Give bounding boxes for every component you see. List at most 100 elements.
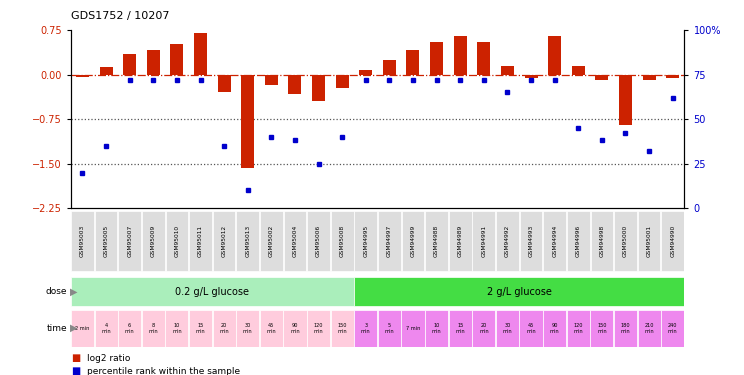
Bar [643,75,655,81]
Text: GSM94999: GSM94999 [411,225,415,257]
FancyBboxPatch shape [260,211,283,271]
Bar [76,75,89,77]
Text: 2 g/L glucose: 2 g/L glucose [487,286,551,297]
FancyBboxPatch shape [402,310,425,347]
Bar [312,75,325,101]
Text: GSM94993: GSM94993 [528,225,533,257]
Bar [454,36,466,75]
FancyBboxPatch shape [71,277,354,306]
FancyBboxPatch shape [283,211,307,271]
Text: 5
min: 5 min [385,323,394,333]
Text: GSM94992: GSM94992 [505,225,510,257]
Bar [100,67,112,75]
FancyBboxPatch shape [591,211,613,271]
Text: ▶: ▶ [70,286,77,297]
FancyBboxPatch shape [165,310,188,347]
FancyBboxPatch shape [237,211,259,271]
Bar [241,75,254,168]
Text: 10
min: 10 min [172,323,182,333]
Text: GSM94998: GSM94998 [600,225,604,257]
Text: 6
min: 6 min [125,323,135,333]
Text: GSM94990: GSM94990 [670,225,675,257]
Text: 20
min: 20 min [479,323,489,333]
Text: 45
min: 45 min [266,323,276,333]
FancyBboxPatch shape [142,211,164,271]
Text: GSM95011: GSM95011 [198,225,203,257]
FancyBboxPatch shape [496,211,519,271]
Bar [525,75,537,78]
Text: dose: dose [45,287,67,296]
Text: GSM95007: GSM95007 [127,225,132,257]
FancyBboxPatch shape [213,310,236,347]
FancyBboxPatch shape [94,310,118,347]
Text: 240
min: 240 min [668,323,678,333]
FancyBboxPatch shape [71,310,94,347]
Text: GSM95002: GSM95002 [269,225,274,257]
FancyBboxPatch shape [283,310,307,347]
Bar [218,75,231,92]
Text: GSM94995: GSM94995 [363,225,368,257]
FancyBboxPatch shape [614,310,637,347]
Text: time: time [46,324,67,333]
Bar [359,70,372,75]
Text: 150
min: 150 min [337,323,347,333]
FancyBboxPatch shape [236,310,260,347]
Text: GSM94988: GSM94988 [434,225,439,257]
Text: GSM95012: GSM95012 [222,225,227,257]
FancyBboxPatch shape [449,310,472,347]
FancyBboxPatch shape [638,211,661,271]
Text: 2 min: 2 min [75,326,90,331]
Text: 3
min: 3 min [361,323,371,333]
Text: GSM95003: GSM95003 [80,225,85,257]
Text: 120
min: 120 min [574,323,583,333]
FancyBboxPatch shape [378,211,401,271]
Text: 90
min: 90 min [290,323,300,333]
FancyBboxPatch shape [661,310,684,347]
Text: 210
min: 210 min [644,323,654,333]
Bar [336,75,349,88]
FancyBboxPatch shape [520,211,542,271]
FancyBboxPatch shape [189,211,212,271]
Text: 30
min: 30 min [503,323,512,333]
Text: 150
min: 150 min [597,323,606,333]
FancyBboxPatch shape [354,211,377,271]
Text: 180
min: 180 min [620,323,630,333]
Text: ■: ■ [71,353,80,363]
FancyBboxPatch shape [590,310,613,347]
Bar [478,42,490,75]
FancyBboxPatch shape [118,211,141,271]
Text: GSM95004: GSM95004 [292,225,298,257]
Bar [501,66,514,75]
FancyBboxPatch shape [354,277,684,306]
Bar [430,42,443,75]
Text: GSM94994: GSM94994 [552,225,557,257]
FancyBboxPatch shape [142,310,165,347]
FancyBboxPatch shape [425,310,448,347]
FancyBboxPatch shape [189,310,212,347]
FancyBboxPatch shape [472,211,496,271]
FancyBboxPatch shape [567,211,589,271]
Text: 8
min: 8 min [149,323,158,333]
Text: GSM94996: GSM94996 [576,225,581,257]
FancyBboxPatch shape [543,310,566,347]
FancyBboxPatch shape [166,211,188,271]
Text: percentile rank within the sample: percentile rank within the sample [87,367,240,375]
Bar [595,75,609,81]
Bar [147,50,160,75]
FancyBboxPatch shape [426,211,448,271]
Text: 120
min: 120 min [314,323,324,333]
Text: 15
min: 15 min [455,323,465,333]
Text: GSM95008: GSM95008 [340,225,344,257]
Bar [619,75,632,125]
Text: GSM94991: GSM94991 [481,225,487,257]
Bar [170,44,184,75]
FancyBboxPatch shape [449,211,472,271]
FancyBboxPatch shape [260,310,283,347]
Text: GSM95006: GSM95006 [316,225,321,257]
FancyBboxPatch shape [307,310,330,347]
FancyBboxPatch shape [331,211,353,271]
FancyBboxPatch shape [496,310,519,347]
Text: 15
min: 15 min [196,323,205,333]
Text: ■: ■ [71,366,80,375]
Text: GSM95000: GSM95000 [623,225,628,257]
